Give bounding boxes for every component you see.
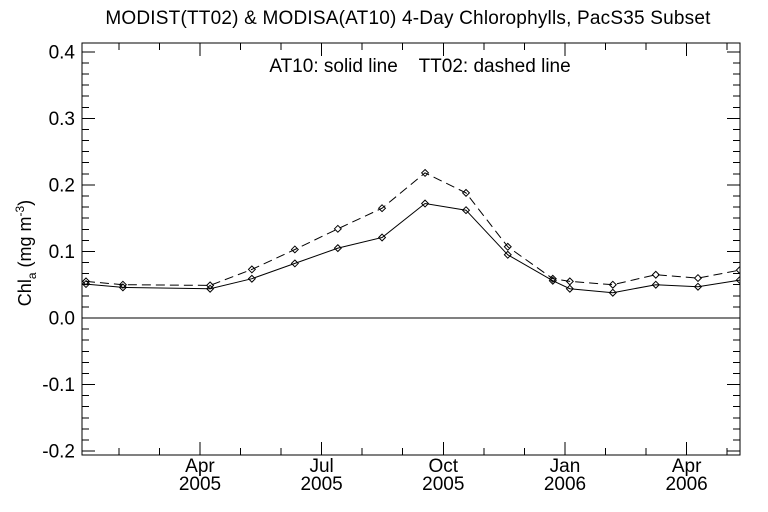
chart-title: MODIST(TT02) & MODISA(AT10) 4-Day Chloro… (105, 8, 711, 29)
x-tick-label-month: Jan (550, 456, 581, 477)
diamond-marker (693, 273, 703, 283)
diamond-marker (651, 270, 660, 279)
y-tick-label: -0.2 (42, 442, 75, 463)
diamond-marker (548, 274, 557, 283)
diamond-marker (503, 250, 512, 259)
y-tick-label: 0.3 (49, 109, 75, 130)
series-tt02-line (85, 172, 740, 286)
x-tick-label-month: Jul (309, 456, 333, 477)
x-tick-label-month: Apr (185, 456, 215, 477)
series-at10-line (85, 202, 740, 294)
y-axis-title-superscript: -3 (13, 205, 27, 217)
diamond-marker (735, 265, 740, 275)
diamond-marker (565, 277, 574, 286)
diamond-marker (247, 274, 256, 283)
legend-annotation: AT10: solid line TT02: dashed line (269, 56, 571, 77)
y-axis-title-subscript: a (25, 272, 39, 280)
y-tick-label: 0.4 (49, 42, 76, 63)
diamond-marker (461, 188, 471, 197)
x-tick-label-year: 2005 (300, 474, 342, 495)
diamond-marker (333, 244, 342, 253)
diamond-marker (651, 280, 660, 289)
diamond-marker (205, 281, 215, 290)
y-axis-title-pre: Chl (15, 279, 35, 307)
diamond-marker (565, 284, 574, 293)
y-tick-label: 0.1 (49, 242, 75, 263)
diamond-marker (420, 199, 430, 208)
diamond-marker (377, 204, 387, 213)
series-tt02 (82, 168, 740, 290)
y-axis-title-post: ) (15, 199, 35, 206)
diamond-marker (608, 288, 617, 297)
diamond-marker (608, 280, 617, 289)
plot-border (81, 42, 741, 456)
x-tick-label-month: Oct (429, 456, 459, 477)
y-tick-label: -0.1 (42, 375, 75, 396)
diamond-marker (693, 282, 703, 291)
diamond-marker (735, 275, 740, 285)
diamond-marker (247, 265, 256, 274)
y-tick-label: 0.0 (49, 309, 75, 330)
diamond-marker (461, 206, 471, 215)
y-axis-title: Chla (mg m-3) (8, 153, 39, 353)
y-tick-label: 0.2 (49, 175, 75, 196)
diamond-marker (290, 259, 299, 268)
axes-group (81, 42, 741, 456)
diamond-marker (377, 233, 387, 242)
diamond-marker (420, 168, 430, 178)
x-tick-label-year: 2006 (544, 474, 586, 495)
diamond-marker (82, 277, 91, 286)
diamond-marker (290, 245, 299, 254)
x-tick-label-year: 2005 (179, 474, 221, 495)
diamond-marker (503, 242, 512, 251)
series-tt02-markers (82, 168, 740, 290)
x-tick-label-month: Apr (672, 456, 702, 477)
series-at10-markers (82, 199, 740, 297)
x-tick-label-year: 2006 (665, 474, 707, 495)
x-tick-label-year: 2005 (422, 474, 464, 495)
y-axis-title-mid: (mg m (15, 216, 35, 273)
diamond-marker (205, 284, 215, 293)
series-at10 (82, 199, 740, 297)
diamond-marker (333, 224, 342, 233)
diamond-marker (118, 280, 128, 289)
